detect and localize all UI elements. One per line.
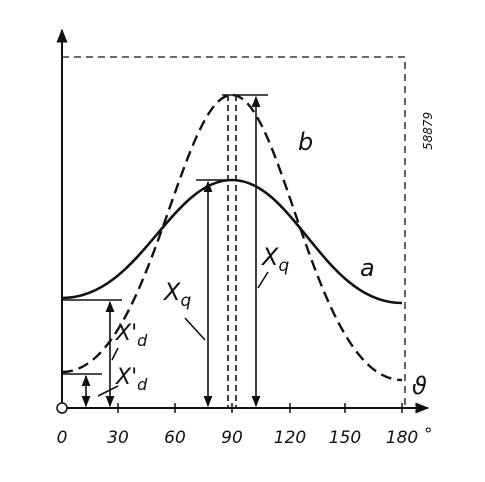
label: Xq — [260, 243, 289, 276]
x-tick-label: 0 — [57, 428, 68, 448]
x-tick-label: 120 — [274, 428, 306, 448]
figure-number: 58879 — [421, 112, 435, 150]
x-symbol: ϑ — [412, 372, 427, 400]
curve-b — [61, 93, 403, 382]
curve-label: b — [298, 128, 313, 156]
label-sub: d — [137, 375, 148, 394]
x-ticks — [117, 403, 403, 413]
x-tick-label: 150 — [329, 428, 361, 448]
label: Xq — [162, 278, 191, 311]
x-tick-label: 90 — [221, 428, 243, 448]
label-main: X — [260, 243, 279, 271]
origin — [56, 402, 68, 414]
label-sub: q — [180, 291, 191, 311]
label-main: X — [162, 278, 181, 306]
degree-sign: ° — [424, 425, 433, 445]
x-tick-label: 30 — [107, 428, 129, 448]
label-sub: q — [278, 256, 289, 276]
x-tick-label: 180 — [386, 428, 418, 448]
axes — [56, 28, 430, 414]
x-tick-label: 60 — [164, 428, 186, 448]
label: X'd — [115, 321, 148, 350]
label-main: X' — [115, 365, 137, 390]
label-sub: d — [137, 331, 148, 350]
frame — [62, 56, 406, 408]
label: X'd — [115, 365, 148, 394]
measures — [62, 94, 269, 408]
curve-a — [61, 178, 403, 305]
label-main: X' — [115, 321, 137, 346]
curve-label: a — [360, 254, 375, 282]
